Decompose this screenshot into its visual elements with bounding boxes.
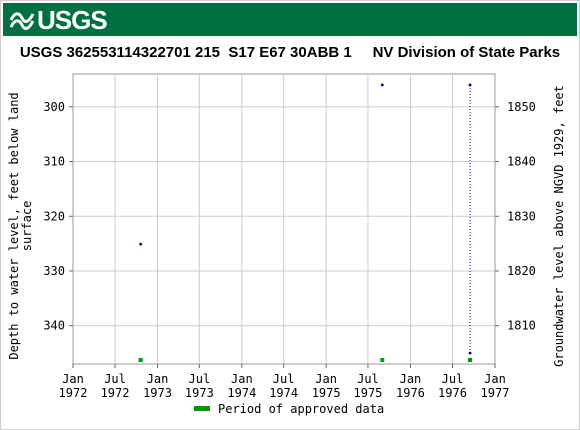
y-left-ticks: 300 310 320 330 340: [43, 100, 73, 333]
chart-title: USGS 362553114322701 215 S17 E67 30ABB 1…: [19, 44, 561, 61]
x-tick-label: 1973: [143, 386, 172, 400]
x-tick-label: Jan: [315, 372, 337, 386]
y-left-tick-label: 340: [43, 319, 65, 333]
x-ticks: Jan1972Jul1972Jan1973Jul1973Jan1974Jul19…: [59, 364, 510, 400]
usgs-logo[interactable]: USGS: [9, 5, 108, 35]
approved-period-mark: [468, 358, 473, 362]
legend-swatch: [194, 406, 210, 411]
x-tick-label: 1976: [438, 386, 467, 400]
y-left-tick-label: 300: [43, 100, 65, 114]
x-tick-label: Jul: [104, 372, 126, 386]
legend-label: Period of approved data: [218, 402, 384, 416]
y-left-axis-label-line1: Depth to water level, feet below land: [7, 92, 21, 359]
y-right-tick-label: 1850: [507, 100, 536, 114]
x-tick-label: Jan: [147, 372, 169, 386]
usgs-wave-icon: [9, 12, 35, 30]
y-right-tick-label: 1810: [507, 319, 536, 333]
x-tick-label: Jan: [400, 372, 422, 386]
x-tick-label: Jul: [273, 372, 295, 386]
y-left-axis-label-line2: surface: [20, 201, 34, 252]
y-right-tick-label: 1840: [507, 155, 536, 169]
x-tick-label: 1977: [481, 386, 510, 400]
x-tick-label: Jan: [231, 372, 253, 386]
approved-period-marks: [138, 358, 473, 362]
data-point: [468, 83, 472, 87]
y-left-tick-label: 330: [43, 264, 65, 278]
x-tick-label: 1972: [59, 386, 88, 400]
x-tick-label: 1974: [269, 386, 298, 400]
x-tick-label: 1976: [396, 386, 425, 400]
x-tick-label: Jul: [189, 372, 211, 386]
x-tick-label: Jul: [357, 372, 379, 386]
approved-period-mark: [380, 358, 385, 362]
approved-period-mark: [138, 358, 143, 362]
data-point: [380, 83, 384, 87]
usgs-banner: USGS: [3, 3, 577, 36]
y-left-tick-label: 320: [43, 209, 65, 223]
x-tick-label: Jul: [442, 372, 464, 386]
y-right-ticks: 1810 1820 1830 1840 1850: [495, 100, 536, 333]
data-point: [139, 242, 143, 246]
x-tick-label: 1974: [227, 386, 256, 400]
y-left-tick-label: 310: [43, 155, 65, 169]
data-point: [468, 351, 472, 355]
grid-lines: [73, 74, 495, 364]
usgs-logo-text: USGS: [37, 5, 108, 35]
data-marks: [139, 83, 472, 355]
x-tick-label: Jan: [62, 372, 84, 386]
x-tick-label: 1975: [354, 386, 383, 400]
y-right-tick-label: 1830: [507, 209, 536, 223]
x-tick-label: Jan: [484, 372, 506, 386]
y-right-tick-label: 1820: [507, 264, 536, 278]
x-tick-label: 1972: [101, 386, 130, 400]
x-tick-label: 1973: [185, 386, 214, 400]
y-right-axis-label: Groundwater level above NGVD 1929, feet: [552, 85, 566, 367]
x-tick-label: 1975: [312, 386, 341, 400]
